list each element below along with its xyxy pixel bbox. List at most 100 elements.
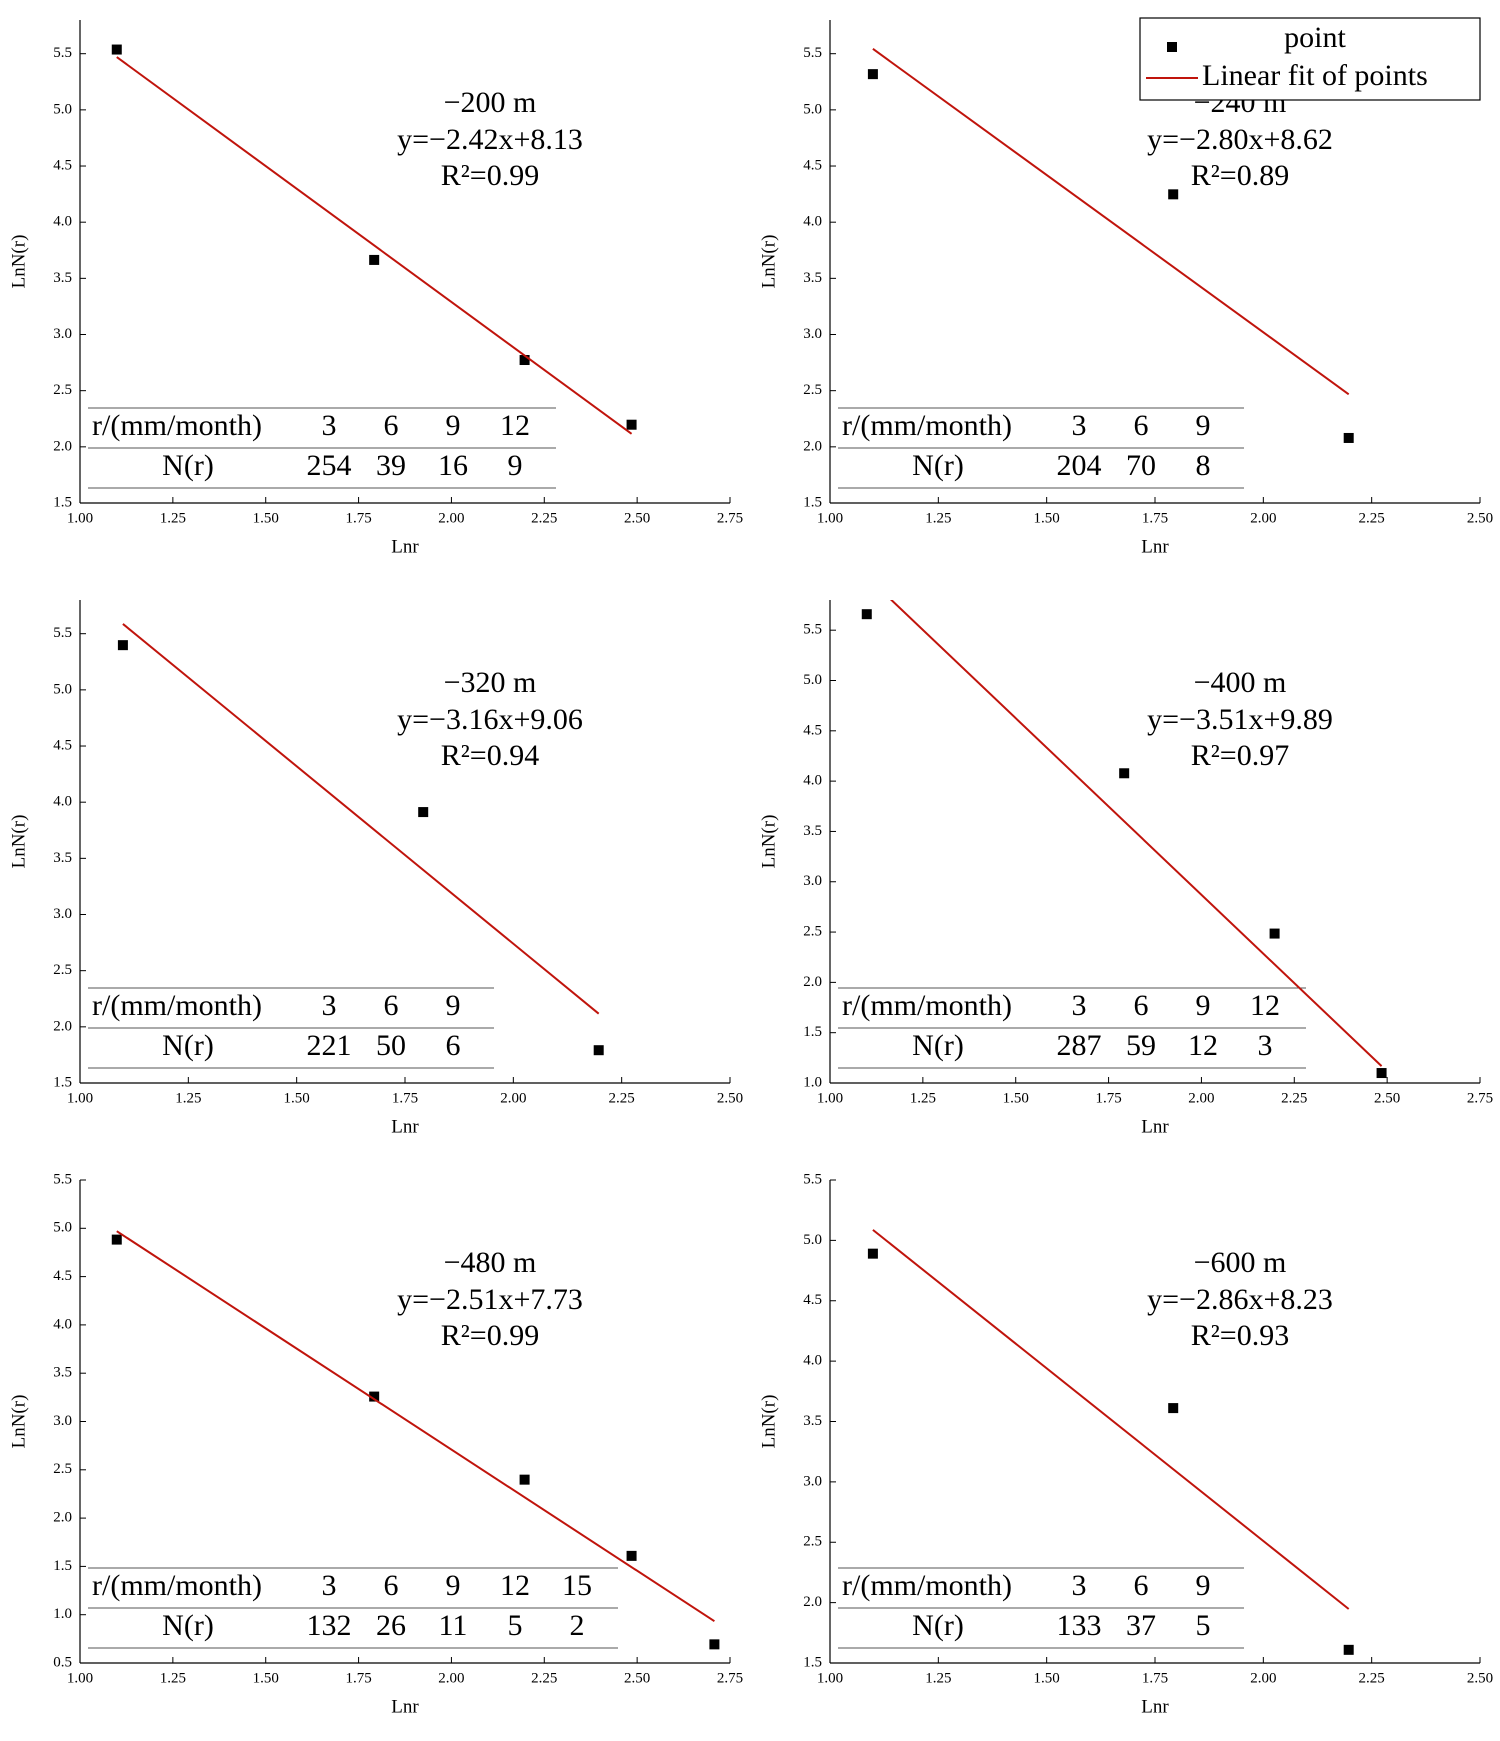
x-tick-label: 2.50 (1374, 1090, 1400, 1106)
table-cell: 3 (1258, 1029, 1273, 1062)
point (369, 254, 380, 265)
table-cell: 2 (570, 1609, 585, 1642)
y-tick-label: 1.5 (803, 494, 822, 510)
y-tick-label: 2.0 (803, 974, 822, 990)
table-cell: 26 (376, 1609, 406, 1642)
x-axis-title: Lnr (391, 536, 419, 557)
table-row-label: N(r) (912, 1029, 964, 1062)
table-row-label: N(r) (912, 449, 964, 482)
y-axis-title: LnN(r) (8, 235, 29, 289)
y-tick-label: 2.0 (803, 438, 822, 454)
table-cell: 5 (508, 1609, 523, 1642)
table-row-label: N(r) (912, 1609, 964, 1642)
y-tick-label: 4.5 (53, 157, 72, 173)
r-squared: R²=0.97 (1191, 739, 1289, 772)
y-tick-label: 5.5 (53, 625, 72, 641)
y-tick-label: 4.0 (803, 1353, 822, 1369)
y-tick-label: 3.5 (803, 823, 822, 839)
x-tick-label: 1.75 (1142, 510, 1168, 526)
x-tick-label: 1.00 (817, 510, 843, 526)
y-tick-label: 2.5 (803, 382, 822, 398)
y-tick-label: 4.5 (803, 722, 822, 738)
point (111, 1234, 122, 1245)
table-cell: 6 (1134, 409, 1149, 442)
table-cell: 132 (307, 1609, 352, 1642)
x-tick-label: 2.25 (1359, 1670, 1385, 1686)
y-tick-label: 4.5 (803, 1292, 822, 1308)
table-cell: 6 (1134, 989, 1149, 1022)
fit-line (872, 48, 1350, 396)
point (709, 1639, 720, 1650)
fit-line (889, 600, 1383, 1067)
x-tick-label: 1.00 (817, 1670, 843, 1686)
x-tick-label: 2.25 (609, 1090, 635, 1106)
table-cell: 12 (1250, 989, 1280, 1022)
r-squared: R²=0.94 (441, 739, 539, 772)
table-cell: 39 (376, 449, 406, 482)
y-tick-label: 3.5 (53, 850, 72, 866)
x-tick-label: 1.00 (67, 1090, 93, 1106)
point (111, 44, 122, 55)
table-cell: 6 (384, 409, 399, 442)
y-tick-label: 4.0 (53, 214, 72, 230)
table-cell: 59 (1126, 1029, 1156, 1062)
table-cell: 3 (322, 989, 337, 1022)
x-tick-label: 2.00 (438, 1670, 464, 1686)
point (1343, 432, 1354, 443)
y-tick-label: 5.0 (803, 1232, 822, 1248)
x-tick-label: 2.00 (1250, 510, 1276, 526)
y-tick-label: 5.0 (53, 101, 72, 117)
table-cell: 15 (562, 1569, 592, 1602)
table-header-label: r/(mm/month) (842, 989, 1012, 1022)
equation: y=−3.16x+9.06 (397, 703, 583, 736)
y-tick-label: 1.5 (53, 1558, 72, 1574)
table-cell: 9 (1196, 409, 1211, 442)
table-row-label: N(r) (162, 449, 214, 482)
table-cell: 12 (1188, 1029, 1218, 1062)
table-header-label: r/(mm/month) (842, 1569, 1012, 1602)
x-axis-title: Lnr (1141, 1116, 1169, 1137)
y-tick-label: 4.5 (53, 737, 72, 753)
table-row-label: N(r) (162, 1029, 214, 1062)
table-cell: 6 (384, 989, 399, 1022)
point (861, 609, 872, 620)
depth-label: −480 m (444, 1246, 537, 1279)
table-cell: 3 (1072, 1569, 1087, 1602)
point (626, 419, 637, 430)
y-tick-label: 5.5 (803, 622, 822, 638)
x-tick-label: 1.50 (253, 1670, 279, 1686)
y-tick-label: 1.5 (803, 1024, 822, 1040)
x-tick-label: 1.25 (160, 1670, 186, 1686)
x-axis-title: Lnr (391, 1696, 419, 1717)
x-tick-label: 2.50 (1467, 1670, 1493, 1686)
y-tick-label: 3.0 (53, 906, 72, 922)
table-cell: 6 (446, 1029, 461, 1062)
y-tick-label: 4.0 (803, 214, 822, 230)
table-cell: 6 (1134, 1569, 1149, 1602)
point (418, 807, 429, 818)
point (369, 1391, 380, 1402)
table-header-label: r/(mm/month) (842, 409, 1012, 442)
y-tick-label: 3.5 (803, 270, 822, 286)
x-tick-label: 1.00 (67, 510, 93, 526)
table-cell: 16 (438, 449, 468, 482)
x-tick-label: 1.50 (1034, 510, 1060, 526)
depth-label: −400 m (1194, 666, 1287, 699)
y-tick-label: 3.0 (53, 326, 72, 342)
y-tick-label: 2.0 (53, 1018, 72, 1034)
x-tick-label: 1.75 (392, 1090, 418, 1106)
y-tick-label: 3.5 (53, 1365, 72, 1381)
table-cell: 3 (1072, 989, 1087, 1022)
y-tick-label: 5.0 (803, 101, 822, 117)
y-tick-label: 0.5 (53, 1654, 72, 1670)
point (1269, 928, 1280, 939)
x-tick-label: 1.25 (175, 1090, 201, 1106)
y-tick-label: 4.5 (53, 1268, 72, 1284)
y-tick-label: 5.0 (803, 672, 822, 688)
table-cell: 3 (1072, 409, 1087, 442)
table-cell: 12 (500, 409, 530, 442)
y-tick-label: 1.0 (53, 1606, 72, 1622)
fit-line (872, 1229, 1350, 1610)
y-tick-label: 2.5 (53, 962, 72, 978)
